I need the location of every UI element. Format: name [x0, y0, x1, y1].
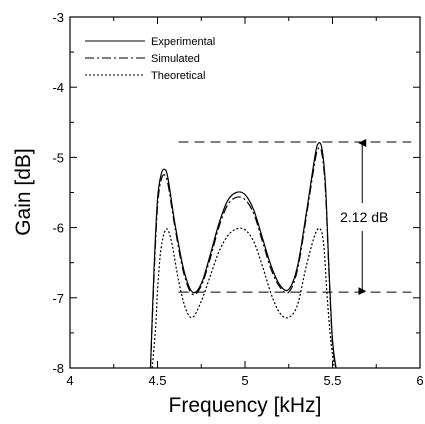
- x-tick-label: 4: [66, 373, 73, 388]
- x-tick-label: 5.5: [323, 373, 341, 388]
- series-lines: [149, 142, 337, 369]
- axis-ticks: [69, 16, 421, 369]
- y-tick-label: -8: [52, 361, 64, 376]
- y-axis-label: Gain [dB]: [12, 148, 35, 236]
- y-tick-label: -5: [52, 150, 64, 165]
- legend: Experimental Simulated Theoretical: [85, 36, 215, 82]
- difference-label: 2.12 dB: [340, 209, 388, 225]
- legend-label-experimental: Experimental: [151, 36, 215, 48]
- x-tick-label: 6: [416, 373, 423, 388]
- legend-label-theoretical: Theoretical: [151, 70, 205, 82]
- series-line-simulated: [149, 147, 337, 369]
- x-tick-label: 5: [241, 373, 248, 388]
- y-tick-label: -6: [52, 221, 64, 236]
- series-line-experimental: [149, 142, 337, 369]
- series-line-theoretical: [151, 227, 335, 369]
- plot-frame: [69, 16, 421, 369]
- y-tick-label: -7: [52, 291, 64, 306]
- axis-tick-labels: 4 4.5 5 5.5 6 -8 -7 -6 -5 -4 -3: [52, 10, 423, 388]
- y-tick-label: -4: [52, 80, 64, 95]
- x-axis-label: Frequency [kHz]: [169, 394, 322, 417]
- annotations: 2.12 dB: [178, 138, 412, 296]
- x-tick-label: 4.5: [148, 373, 166, 388]
- legend-label-simulated: Simulated: [151, 53, 200, 65]
- y-tick-label: -3: [52, 10, 64, 25]
